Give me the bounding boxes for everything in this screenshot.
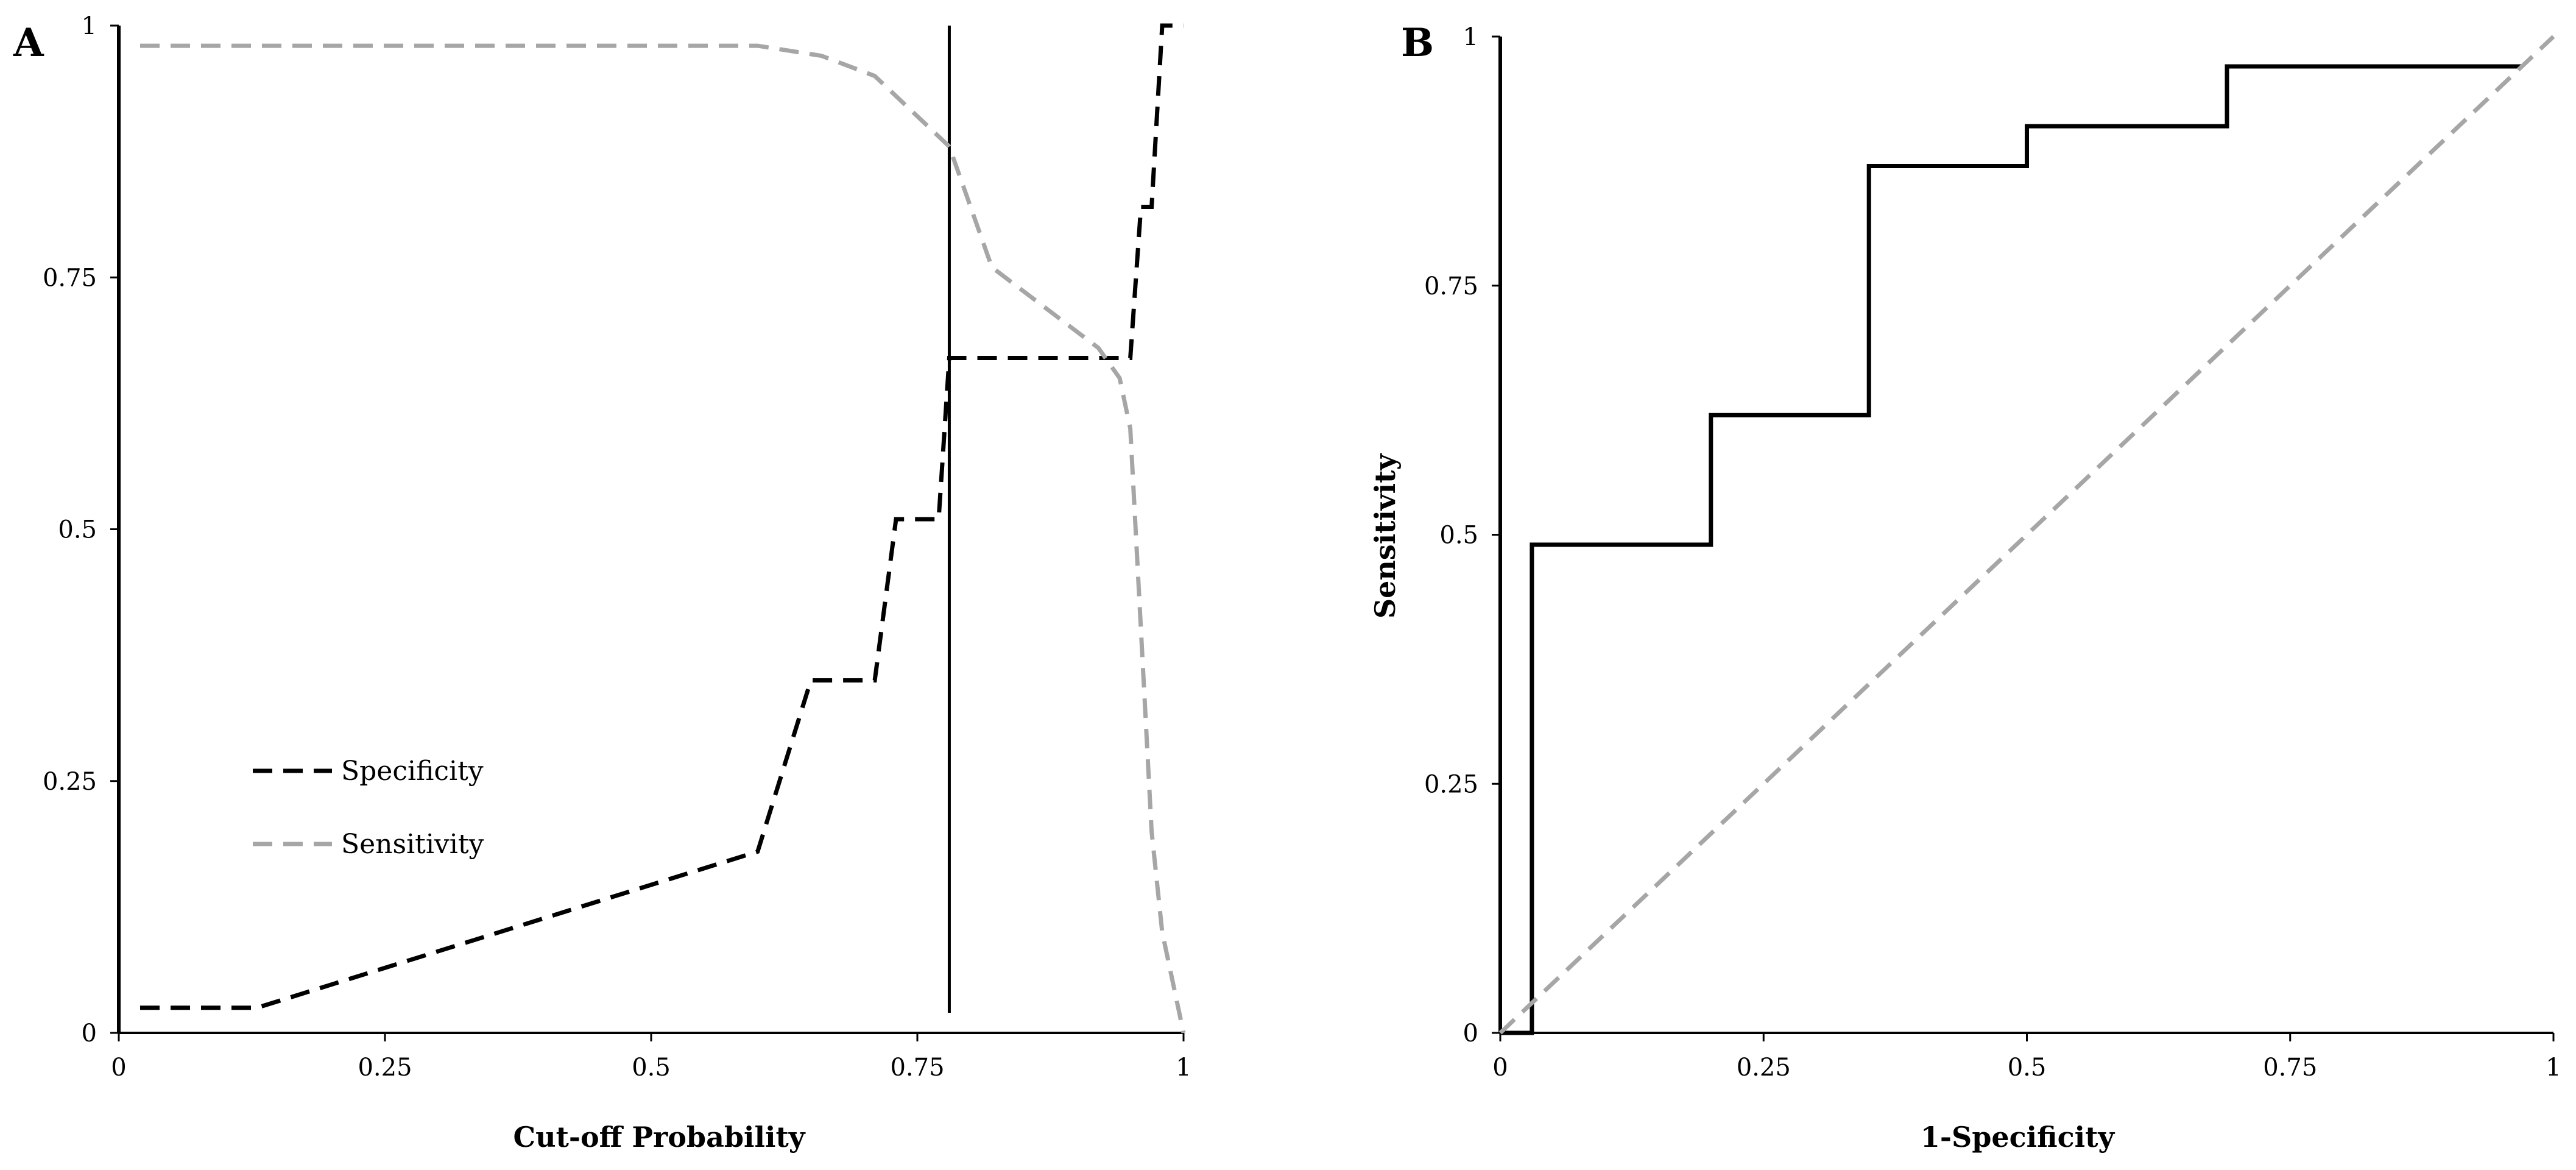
panel-b-series-line-0: [1500, 64, 2522, 1035]
panel-b-x-tick-label: 0: [1492, 1054, 1508, 1082]
panel-b-x-tick-label: 0.5: [2008, 1054, 2047, 1082]
panel-b: B 0 0.25 0.5 0.75 1 0 0.25 0.5 0.75 1 1-Specifici…: [1369, 20, 2561, 1154]
panel-a: A 0 0.25 0.5 0.75 1 0 0.25 0.5 0.75 1 Cut-off Pro…: [13, 12, 1191, 1154]
panel-a-y-tick-label: 0: [82, 1019, 97, 1048]
legend-label-specificity: Specificity: [341, 756, 484, 787]
panel-a-x-tick-label: 0: [111, 1054, 126, 1082]
panel-a-series-specificity: [140, 23, 1184, 1010]
panel-b-y-tick-label: 0: [1463, 1019, 1478, 1048]
panel-b-x-tick-label: 0.75: [2263, 1054, 2317, 1082]
panel-a-y-tick-label: 0.5: [58, 516, 97, 544]
panel-a-y-tick-label: 0.25: [43, 768, 97, 796]
panel-b-x-tick-label: 1: [2546, 1054, 2561, 1082]
panel-a-y-tick-label: 1: [82, 12, 97, 40]
panel-a-y-tick-label: 0.75: [43, 264, 97, 292]
panel-a-letter: A: [13, 20, 44, 66]
legend-label-sensitivity: Sensitivity: [341, 829, 484, 860]
panel-a-x-axis-title: Cut-off Probability: [513, 1121, 806, 1154]
panel-a-series-sensitivity: [140, 43, 1186, 1034]
panel-a-x-tick-label: 0.75: [890, 1054, 944, 1082]
panel-a-legend: Specificity Sensitivity: [253, 756, 484, 860]
panel-b-x-axis-title: 1-Specificity: [1921, 1121, 2115, 1154]
panel-b-y-tick-label: 0.5: [1439, 522, 1478, 550]
panel-b-letter: B: [1401, 20, 1434, 66]
panel-a-x-tick-label: 1: [1176, 1054, 1191, 1082]
panel-a-x-tick-label: 0.25: [358, 1054, 412, 1082]
panel-b-y-tick-label: 0.25: [1424, 770, 1478, 798]
panel-a-x-tick-label: 0.5: [632, 1054, 671, 1082]
panel-b-y-tick-label: 0.75: [1424, 272, 1478, 300]
panel-b-x-tick-label: 0.25: [1737, 1054, 1791, 1082]
panel-b-series-line-1: [1498, 35, 2555, 1035]
panel-b-y-tick-label: 1: [1463, 23, 1478, 51]
panel-b-y-axis-title: Sensitivity: [1369, 453, 1402, 619]
